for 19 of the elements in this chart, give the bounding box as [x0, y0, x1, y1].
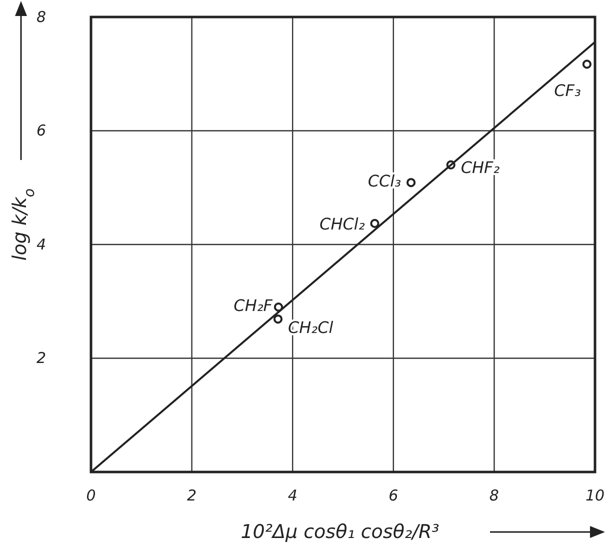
point	[273, 314, 283, 324]
x-tick-label: 10	[585, 486, 605, 505]
y-tick-label: 2	[36, 349, 46, 368]
point	[274, 302, 284, 312]
x-tick-label: 6	[388, 486, 398, 505]
annotation: CF₃	[554, 81, 581, 100]
y-tick-label: 6	[36, 122, 46, 140]
y-tick-label: 8	[36, 8, 46, 26]
x-tick-label: 0	[86, 486, 96, 505]
point	[582, 60, 592, 69]
x-tick-label: 4	[288, 486, 298, 505]
point	[370, 218, 380, 228]
annotation: CHCl₂	[320, 214, 366, 234]
y-tick-label: 4	[36, 235, 46, 254]
annotation: CH₂F	[234, 296, 274, 316]
point	[406, 178, 416, 188]
x-axis-title: 10²Δμ cosθ₁ cosθ₂/R³	[240, 521, 440, 543]
x-tick-label: 8	[489, 486, 499, 505]
x-tick-label: 2	[187, 486, 197, 505]
